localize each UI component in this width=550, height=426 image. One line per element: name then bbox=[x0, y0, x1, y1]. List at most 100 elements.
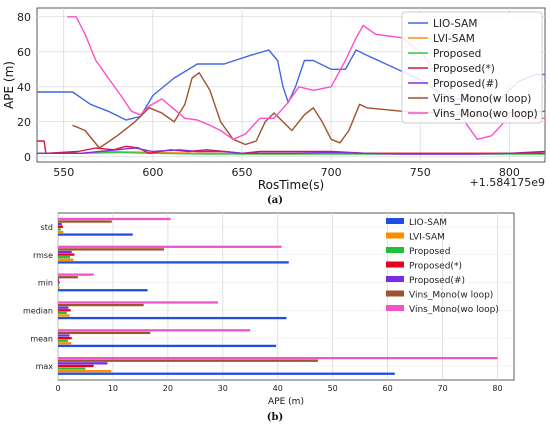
bar-std-proposed bbox=[58, 223, 62, 226]
bar-median-proposed bbox=[58, 309, 71, 312]
bar-max-proposed bbox=[58, 364, 94, 368]
series-line-proposed bbox=[37, 147, 545, 155]
bar-chart-panel: 0 10 20 30 40 50 60 70 80 std rmse min median mean max… bbox=[23, 212, 515, 423]
y-tick-label: 80 bbox=[17, 11, 31, 24]
bar-mean-lio-sam bbox=[58, 344, 277, 348]
bar-chart-plot-area bbox=[57, 212, 515, 381]
bar-median-vins-mono-wo-loop bbox=[58, 301, 218, 304]
bar-rmse-proposed bbox=[58, 250, 72, 254]
bar-max-lio-sam bbox=[58, 372, 395, 375]
line-chart-panel: 550 600 650 700 750 800 0 20 40 60 80 LIO-SAM LVI-S… bbox=[2, 7, 546, 206]
bar-max-vins-mono-w-loop bbox=[58, 359, 318, 362]
bar-mean-vins-mono-wo-loop bbox=[58, 329, 251, 332]
bar-chart-bars-group bbox=[58, 217, 498, 375]
line-chart-y-axis-label: APE (m) bbox=[2, 61, 16, 109]
bar-rmse-proposed bbox=[58, 256, 71, 259]
x-tick-label: 0 bbox=[55, 384, 60, 393]
bar-mean-proposed bbox=[58, 339, 68, 342]
bar-mean-proposed bbox=[58, 336, 72, 340]
bar-chart-ticks: 0 10 20 30 40 50 60 70 80 std rmse min median mean max bbox=[23, 223, 503, 393]
legend-label: Proposed bbox=[433, 48, 481, 60]
y-tick-label: rmse bbox=[33, 251, 53, 260]
x-tick-label: 600 bbox=[142, 166, 163, 179]
bar-min-vins-mono-w-loop bbox=[58, 276, 78, 279]
x-tick-label: 70 bbox=[437, 384, 447, 393]
legend-swatch-lio-sam bbox=[386, 218, 404, 224]
y-tick-label: max bbox=[36, 362, 54, 371]
bar-chart-x-axis-label: APE (m) bbox=[268, 397, 304, 407]
series-line-vins-mono-w-loop bbox=[72, 72, 546, 149]
legend-label: Vins_Mono(wo loop) bbox=[409, 305, 499, 315]
y-tick-label: median bbox=[23, 306, 53, 315]
x-tick-label: 80 bbox=[492, 384, 502, 393]
line-chart-legend: LIO-SAM LVI-SAM Proposed Proposed(*) Propose… bbox=[401, 11, 543, 124]
bar-mean-lvi-sam bbox=[58, 342, 72, 345]
x-tick-label: 650 bbox=[231, 166, 252, 179]
bar-median-proposed bbox=[58, 311, 67, 315]
x-tick-label: 50 bbox=[328, 384, 338, 393]
bar-median-vins-mono-w-loop bbox=[58, 303, 144, 307]
bar-mean-vins-mono-w-loop bbox=[58, 331, 151, 335]
x-tick-label: 10 bbox=[108, 384, 118, 393]
legend-label: Vins_Mono(w loop) bbox=[409, 291, 493, 301]
legend-label: Proposed bbox=[409, 247, 450, 257]
bar-rmse-vins-mono-wo-loop bbox=[58, 245, 282, 248]
legend-label: Proposed(*) bbox=[433, 63, 495, 75]
bar-median-lvi-sam bbox=[58, 314, 70, 317]
legend-label: LVI-SAM bbox=[433, 33, 475, 45]
x-tick-label: 60 bbox=[383, 384, 393, 393]
y-tick-label: 0 bbox=[24, 151, 31, 164]
line-chart-x-axis-label: RosTime(s) bbox=[258, 178, 324, 192]
bar-rmse-lvi-sam bbox=[58, 258, 74, 261]
bar-min-vins-mono-wo-loop bbox=[58, 273, 94, 276]
x-tick-label: 550 bbox=[53, 166, 74, 179]
bar-max-lvi-sam bbox=[58, 369, 112, 373]
bar-median-proposed bbox=[58, 306, 69, 309]
x-tick-label: 750 bbox=[410, 166, 431, 179]
bar-min-proposed bbox=[58, 281, 60, 284]
legend-label: LIO-SAM bbox=[433, 18, 477, 30]
x-tick-label: 40 bbox=[273, 384, 283, 393]
legend-swatch-proposed bbox=[386, 247, 404, 253]
y-tick-label: mean bbox=[30, 334, 53, 343]
bar-min-lio-sam bbox=[58, 289, 148, 292]
legend-box bbox=[401, 11, 543, 124]
legend-swatch-vins-mono-w-loop bbox=[386, 290, 404, 297]
bar-std-lvi-sam bbox=[58, 230, 64, 234]
bar-std-vins-mono-wo-loop bbox=[58, 217, 171, 221]
bar-chart-caption: (b) bbox=[267, 412, 283, 423]
legend-label: Vins_Mono(wo loop) bbox=[433, 108, 538, 120]
legend-swatch-lvi-sam bbox=[386, 232, 404, 239]
bar-max-proposed bbox=[58, 362, 108, 365]
bar-mean-proposed bbox=[58, 334, 70, 337]
legend-label: Proposed(#) bbox=[409, 276, 465, 286]
y-tick-label: 20 bbox=[17, 116, 31, 129]
bar-std-proposed bbox=[58, 228, 61, 231]
bar-std-vins-mono-w-loop bbox=[58, 220, 112, 223]
legend-label: LVI-SAM bbox=[409, 233, 445, 243]
x-tick-label: 700 bbox=[321, 166, 342, 179]
bar-std-lio-sam bbox=[58, 233, 133, 236]
series-line-proposed bbox=[37, 140, 546, 154]
bar-min-lvi-sam bbox=[58, 286, 60, 289]
legend-label: LIO-SAM bbox=[409, 218, 447, 228]
line-chart-caption: (a) bbox=[267, 195, 283, 206]
bar-chart-legend: LIO-SAM LVI-SAM Proposed Proposed(*) Propose… bbox=[386, 218, 499, 315]
legend-label: Proposed(*) bbox=[409, 262, 462, 272]
bar-std-proposed bbox=[58, 225, 63, 228]
bar-median-lio-sam bbox=[58, 316, 287, 320]
x-tick-label: 800 bbox=[499, 166, 520, 179]
line-chart-ticks: 550 600 650 700 750 800 0 20 40 60 80 bbox=[17, 11, 520, 179]
bar-rmse-lio-sam bbox=[58, 261, 289, 264]
bar-rmse-proposed bbox=[58, 253, 75, 256]
bar-min-proposed bbox=[58, 283, 60, 287]
bar-min-proposed bbox=[58, 278, 60, 281]
y-tick-label: min bbox=[38, 279, 53, 288]
y-tick-label: std bbox=[41, 223, 53, 232]
bar-max-vins-mono-wo-loop bbox=[58, 356, 498, 360]
legend-swatch-proposed bbox=[386, 276, 404, 282]
legend-swatch-vins-mono-wo-loop bbox=[386, 305, 404, 311]
bar-max-proposed bbox=[58, 367, 86, 370]
bar-rmse-vins-mono-w-loop bbox=[58, 248, 165, 251]
